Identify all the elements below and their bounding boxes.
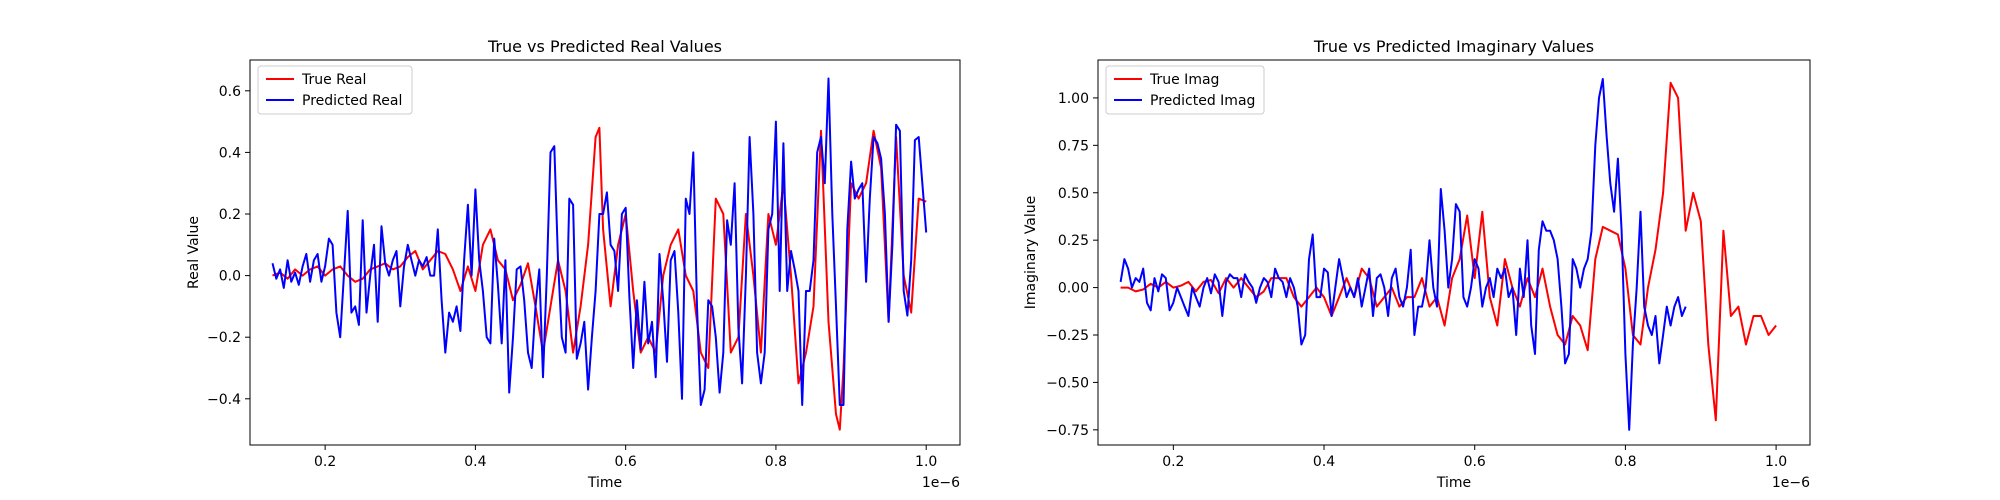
real-x-axis-label: Time	[587, 475, 622, 491]
imag-y-tick-label: 0.75	[1058, 138, 1089, 154]
imag-y-tick-label: 0.00	[1058, 281, 1089, 297]
real-y-tick-label: 0.2	[219, 207, 241, 223]
real-legend-predicted-label: Predicted Real	[302, 93, 402, 109]
real-axes-frame	[249, 59, 961, 446]
real-x-tick-label: 0.6	[615, 454, 637, 470]
real-y-tick-label: −0.2	[207, 330, 241, 346]
real-series-line-predicted	[271, 77, 928, 406]
imag-x-tick-label: 1.0	[1765, 454, 1787, 470]
real-values-panel: 0.2 0.4 0.6 0.8 1.0 −0.4 −0.2 0.0 0.2 0.4 0.6 Tru…	[186, 37, 961, 491]
imag-y-tick-label: −0.50	[1046, 375, 1089, 391]
real-y-tick-label: 0.6	[219, 84, 241, 100]
real-legend: True Real Predicted Real	[257, 65, 413, 115]
real-x-offset-label: 1e−6	[922, 475, 960, 491]
real-x-tick-label: 0.4	[464, 454, 486, 470]
real-series-layer	[271, 77, 928, 431]
imag-x-axis-label: Time	[1436, 475, 1471, 491]
imag-x-offset-label: 1e−6	[1772, 475, 1810, 491]
real-y-axis-label: Real Value	[186, 216, 202, 289]
imag-series-line-predicted	[1119, 78, 1687, 431]
real-x-tick-label: 0.2	[314, 454, 336, 470]
imag-y-tick-label: 0.50	[1058, 186, 1089, 202]
real-y-tick-label: −0.4	[207, 392, 241, 408]
imag-x-ticks: 0.2 0.4 0.6 0.8 1.0	[1162, 445, 1787, 470]
real-x-tick-label: 1.0	[915, 454, 937, 470]
imag-x-tick-label: 0.4	[1313, 454, 1335, 470]
imag-x-tick-label: 0.6	[1464, 454, 1486, 470]
imag-x-tick-label: 0.8	[1614, 454, 1636, 470]
imag-y-axis-label: Imaginary Value	[1023, 196, 1039, 310]
real-legend-box	[257, 65, 413, 115]
real-y-tick-label: 0.4	[219, 145, 241, 161]
imag-chart-title: True vs Predicted Imaginary Values	[1313, 37, 1594, 56]
imag-x-tick-label: 0.2	[1162, 454, 1184, 470]
imag-y-tick-label: −0.25	[1046, 328, 1089, 344]
real-x-ticks: 0.2 0.4 0.6 0.8 1.0	[314, 445, 937, 470]
imaginary-values-panel: 0.2 0.4 0.6 0.8 1.0 −0.75 −0.50 −0.25 0.00 0.25 0…	[1023, 37, 1811, 491]
imag-y-ticks: −0.75 −0.50 −0.25 0.00 0.25 0.50 0.75 1.00	[1046, 91, 1098, 439]
imag-legend-predicted-label: Predicted Imag	[1150, 93, 1255, 109]
real-y-tick-label: 0.0	[219, 269, 241, 285]
real-y-ticks: −0.4 −0.2 0.0 0.2 0.4 0.6	[207, 84, 250, 408]
imag-legend-box	[1105, 65, 1265, 115]
imag-legend-true-label: True Imag	[1149, 72, 1219, 88]
real-legend-true-label: True Real	[301, 72, 366, 88]
real-chart-title: True vs Predicted Real Values	[487, 37, 722, 56]
imag-axes-frame	[1097, 59, 1811, 446]
imag-y-tick-label: 1.00	[1058, 91, 1089, 107]
imag-y-tick-label: −0.75	[1046, 423, 1089, 439]
imag-y-tick-label: 0.25	[1058, 233, 1089, 249]
imag-legend: True Imag Predicted Imag	[1105, 65, 1265, 115]
imag-series-layer	[1119, 78, 1777, 431]
real-x-tick-label: 0.8	[765, 454, 787, 470]
imag-series-line-true	[1120, 81, 1777, 422]
